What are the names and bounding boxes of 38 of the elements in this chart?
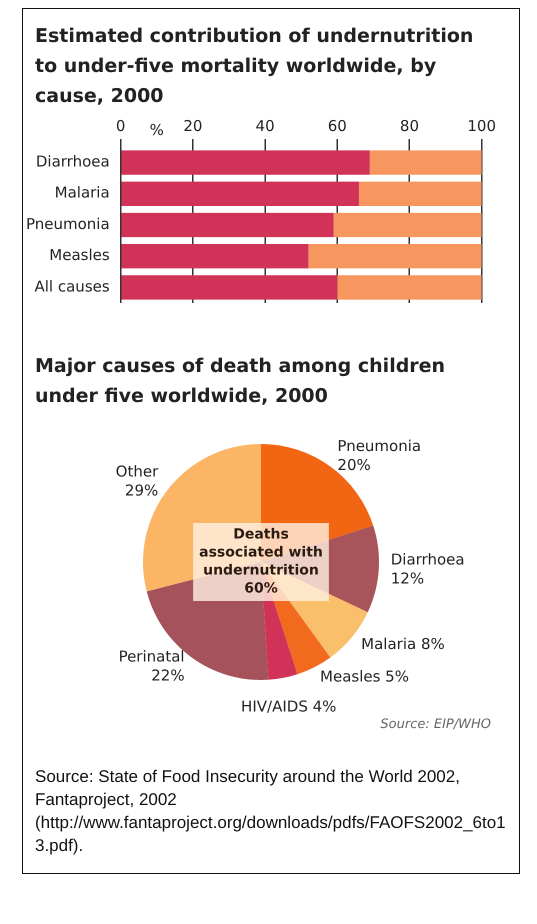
data-label: 22% [151, 666, 185, 685]
data-label: 20% [337, 456, 371, 474]
x-tick-label: 60 [328, 116, 347, 135]
slice-label: Other [116, 462, 160, 481]
text: Deaths associated with undernutrition 60% [199, 526, 323, 597]
x-tick-label: 20 [183, 116, 202, 135]
source-note: Source: EIP/WHO [380, 716, 491, 732]
x-tick-label: 100 [467, 116, 496, 135]
bar [337, 275, 482, 300]
slice-label: HIV/AIDS 4% [241, 697, 336, 716]
x-axis-title: % [150, 120, 164, 139]
y-tick-label: Pneumonia [26, 214, 110, 233]
y-tick-label: Malaria [54, 184, 110, 202]
source-note: Source: State of Food Insecurity around the World 2002, Fantaproject, 2002 (http://www.fantaproject.org/downloads/pdfs/FAOFS2002_6to13.pdf). [34, 766, 507, 857]
slice-label: Perinatal [118, 648, 185, 666]
slice-label: Diarrhoea [390, 550, 465, 569]
data-label: 29% [124, 482, 158, 500]
bar [121, 275, 338, 300]
bar [121, 244, 308, 268]
y-tick-label: Measles [49, 246, 110, 264]
y-tick-label: All causes [34, 277, 110, 296]
slice-label: Measles 5% [320, 668, 409, 686]
bar [121, 182, 359, 206]
bar [308, 244, 482, 268]
x-tick-label: 0 [116, 116, 126, 135]
bar [121, 212, 334, 238]
x-tick-label: 40 [256, 116, 275, 135]
slice-label: Malaria 8% [361, 634, 445, 653]
chart-title: Estimated contribution of undernutrition to under-five mortality worldwide, by cause, 2000 [34, 24, 474, 109]
bar [334, 212, 482, 238]
chart-title: Major causes of death among children under five worldwide, 2000 [34, 354, 446, 409]
data-label: 12% [390, 570, 424, 588]
slice-label: Pneumonia [337, 437, 422, 456]
bar [370, 150, 482, 175]
bar [358, 182, 482, 206]
bar [121, 150, 370, 175]
y-tick-label: Diarrhoea [36, 152, 110, 170]
x-tick-label: 80 [400, 116, 420, 135]
